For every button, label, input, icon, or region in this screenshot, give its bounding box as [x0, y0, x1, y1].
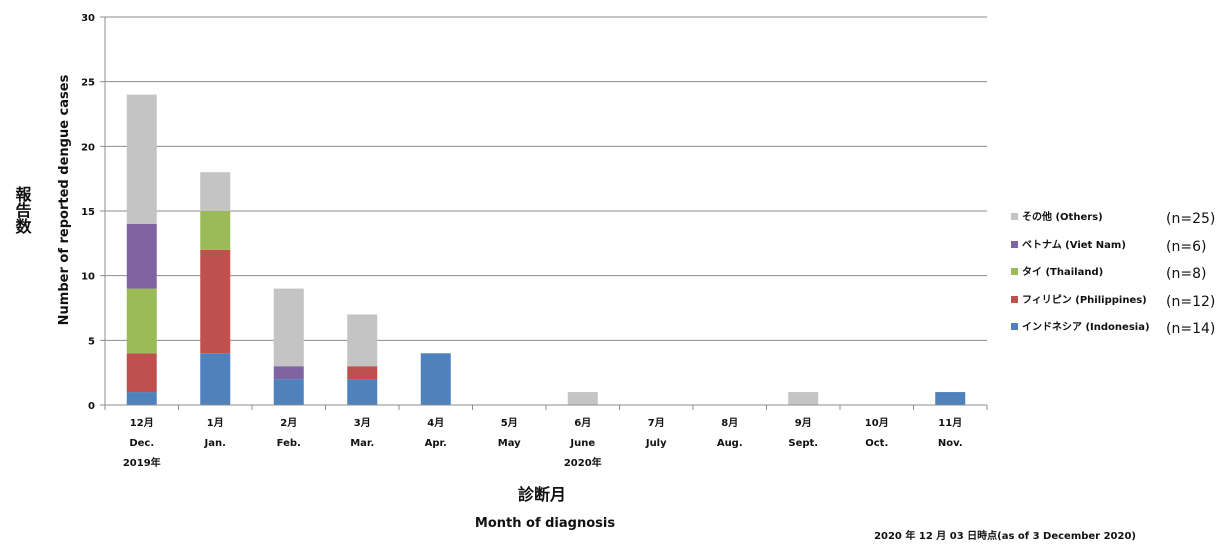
legend-label: タイ (Thailand) [1022, 266, 1103, 278]
bar-segment [420, 353, 451, 405]
x-tick-label-jp: 3月 [354, 417, 371, 429]
bar-segment [200, 211, 231, 250]
bar-segment [273, 288, 304, 367]
legend: その他 (Others) (n=25) ベトナム (Viet Nam) (n=6) タイ… [1011, 210, 1215, 337]
bar-segment [273, 366, 304, 380]
x-year-label: 2019年 [123, 456, 161, 469]
bar-segment [126, 288, 157, 354]
gridlines [100, 16, 987, 406]
axes [104, 17, 988, 410]
legend-count: (n=8) [1166, 266, 1206, 282]
x-tick-label-jp: 10月 [865, 417, 889, 429]
x-tick-label-en: Sept. [788, 438, 818, 449]
y-tick-labels: 0 5 10 15 20 25 30 [81, 13, 95, 412]
x-axis-title-en: Month of diagnosis [475, 516, 615, 531]
x-tick-label-jp: 11月 [938, 417, 962, 429]
x-tick-label-en: Jan. [204, 438, 226, 449]
bar-segment [273, 379, 304, 405]
bar-segment [347, 379, 378, 405]
y-tick-label: 5 [88, 336, 95, 347]
x-tick-label-jp: 7月 [648, 417, 665, 429]
legend-swatch [1011, 323, 1018, 330]
x-tick-label-jp: 4月 [427, 417, 444, 429]
y-tick-label: 15 [81, 207, 95, 218]
legend-label: その他 (Others) [1022, 210, 1103, 223]
x-tick-label-en: Dec. [129, 438, 154, 449]
legend-swatch [1011, 296, 1018, 303]
x-tick-label-jp: 1月 [207, 417, 224, 429]
y-tick-label: 30 [81, 13, 95, 24]
legend-label: ベトナム (Viet Nam) [1022, 239, 1126, 251]
x-tick-label-en: Oct. [865, 438, 888, 449]
y-axis-title-en: Number of reported dengue cases [57, 74, 72, 325]
as-of-note: 2020 年 12 月 03 日時点(as of 3 December 2020… [874, 529, 1136, 542]
y-tick-label: 0 [88, 401, 95, 412]
y-tick-label: 25 [81, 78, 95, 89]
x-tick-label-jp: 2月 [280, 417, 297, 429]
x-tick-label-en: Nov. [938, 438, 963, 449]
x-tick-label-jp: 5月 [501, 417, 518, 429]
bar-segment [126, 223, 157, 289]
x-tick-label-en: June [569, 438, 595, 449]
x-tick-label-en: Aug. [717, 438, 743, 449]
bar-segment [788, 392, 819, 405]
bar-segment [126, 94, 157, 224]
y-axis-title-jp: 報告数 [13, 186, 32, 235]
legend-count: (n=14) [1166, 321, 1215, 337]
legend-swatch [1011, 241, 1018, 248]
x-tick-label-en: Feb. [277, 438, 301, 449]
bar-segment [126, 353, 157, 393]
x-tick-label-en: Apr. [425, 438, 447, 449]
x-axis-title-jp: 診断月 [518, 485, 566, 504]
bar-segment [126, 392, 157, 405]
legend-label: フィリピン (Philippines) [1022, 294, 1147, 306]
y-tick-label: 10 [81, 272, 95, 283]
bar-segment [347, 314, 378, 367]
x-tick-label-jp: 9月 [795, 417, 812, 429]
x-tick-label-jp: 12月 [130, 417, 154, 429]
legend-count: (n=12) [1166, 294, 1215, 310]
x-tick-label-en: Mar. [350, 438, 374, 449]
legend-swatch [1011, 213, 1018, 220]
x-tick-label-en: May [498, 438, 521, 449]
legend-count: (n=6) [1166, 239, 1206, 255]
bar-segment [200, 353, 231, 405]
bars [126, 94, 966, 405]
bar-segment [200, 249, 231, 354]
x-tick-label-jp: 8月 [721, 417, 738, 429]
y-tick-label: 20 [81, 142, 95, 153]
bar-segment [347, 366, 378, 380]
legend-label: インドネシア (Indonesia) [1022, 321, 1150, 333]
x-tick-label-jp: 6月 [574, 417, 591, 429]
bar-segment [200, 172, 231, 211]
bar-segment [935, 392, 966, 405]
bar-segment [567, 392, 598, 405]
x-year-label: 2020年 [564, 456, 602, 469]
legend-count: (n=25) [1166, 211, 1215, 227]
legend-swatch [1011, 268, 1018, 275]
x-tick-labels: 12月 Dec. 1月 Jan. 2月 Feb. 3月 Mar. 4月 Apr. 5月 May 6月 Ju… [123, 417, 963, 469]
x-tick-label-en: July [645, 438, 667, 449]
